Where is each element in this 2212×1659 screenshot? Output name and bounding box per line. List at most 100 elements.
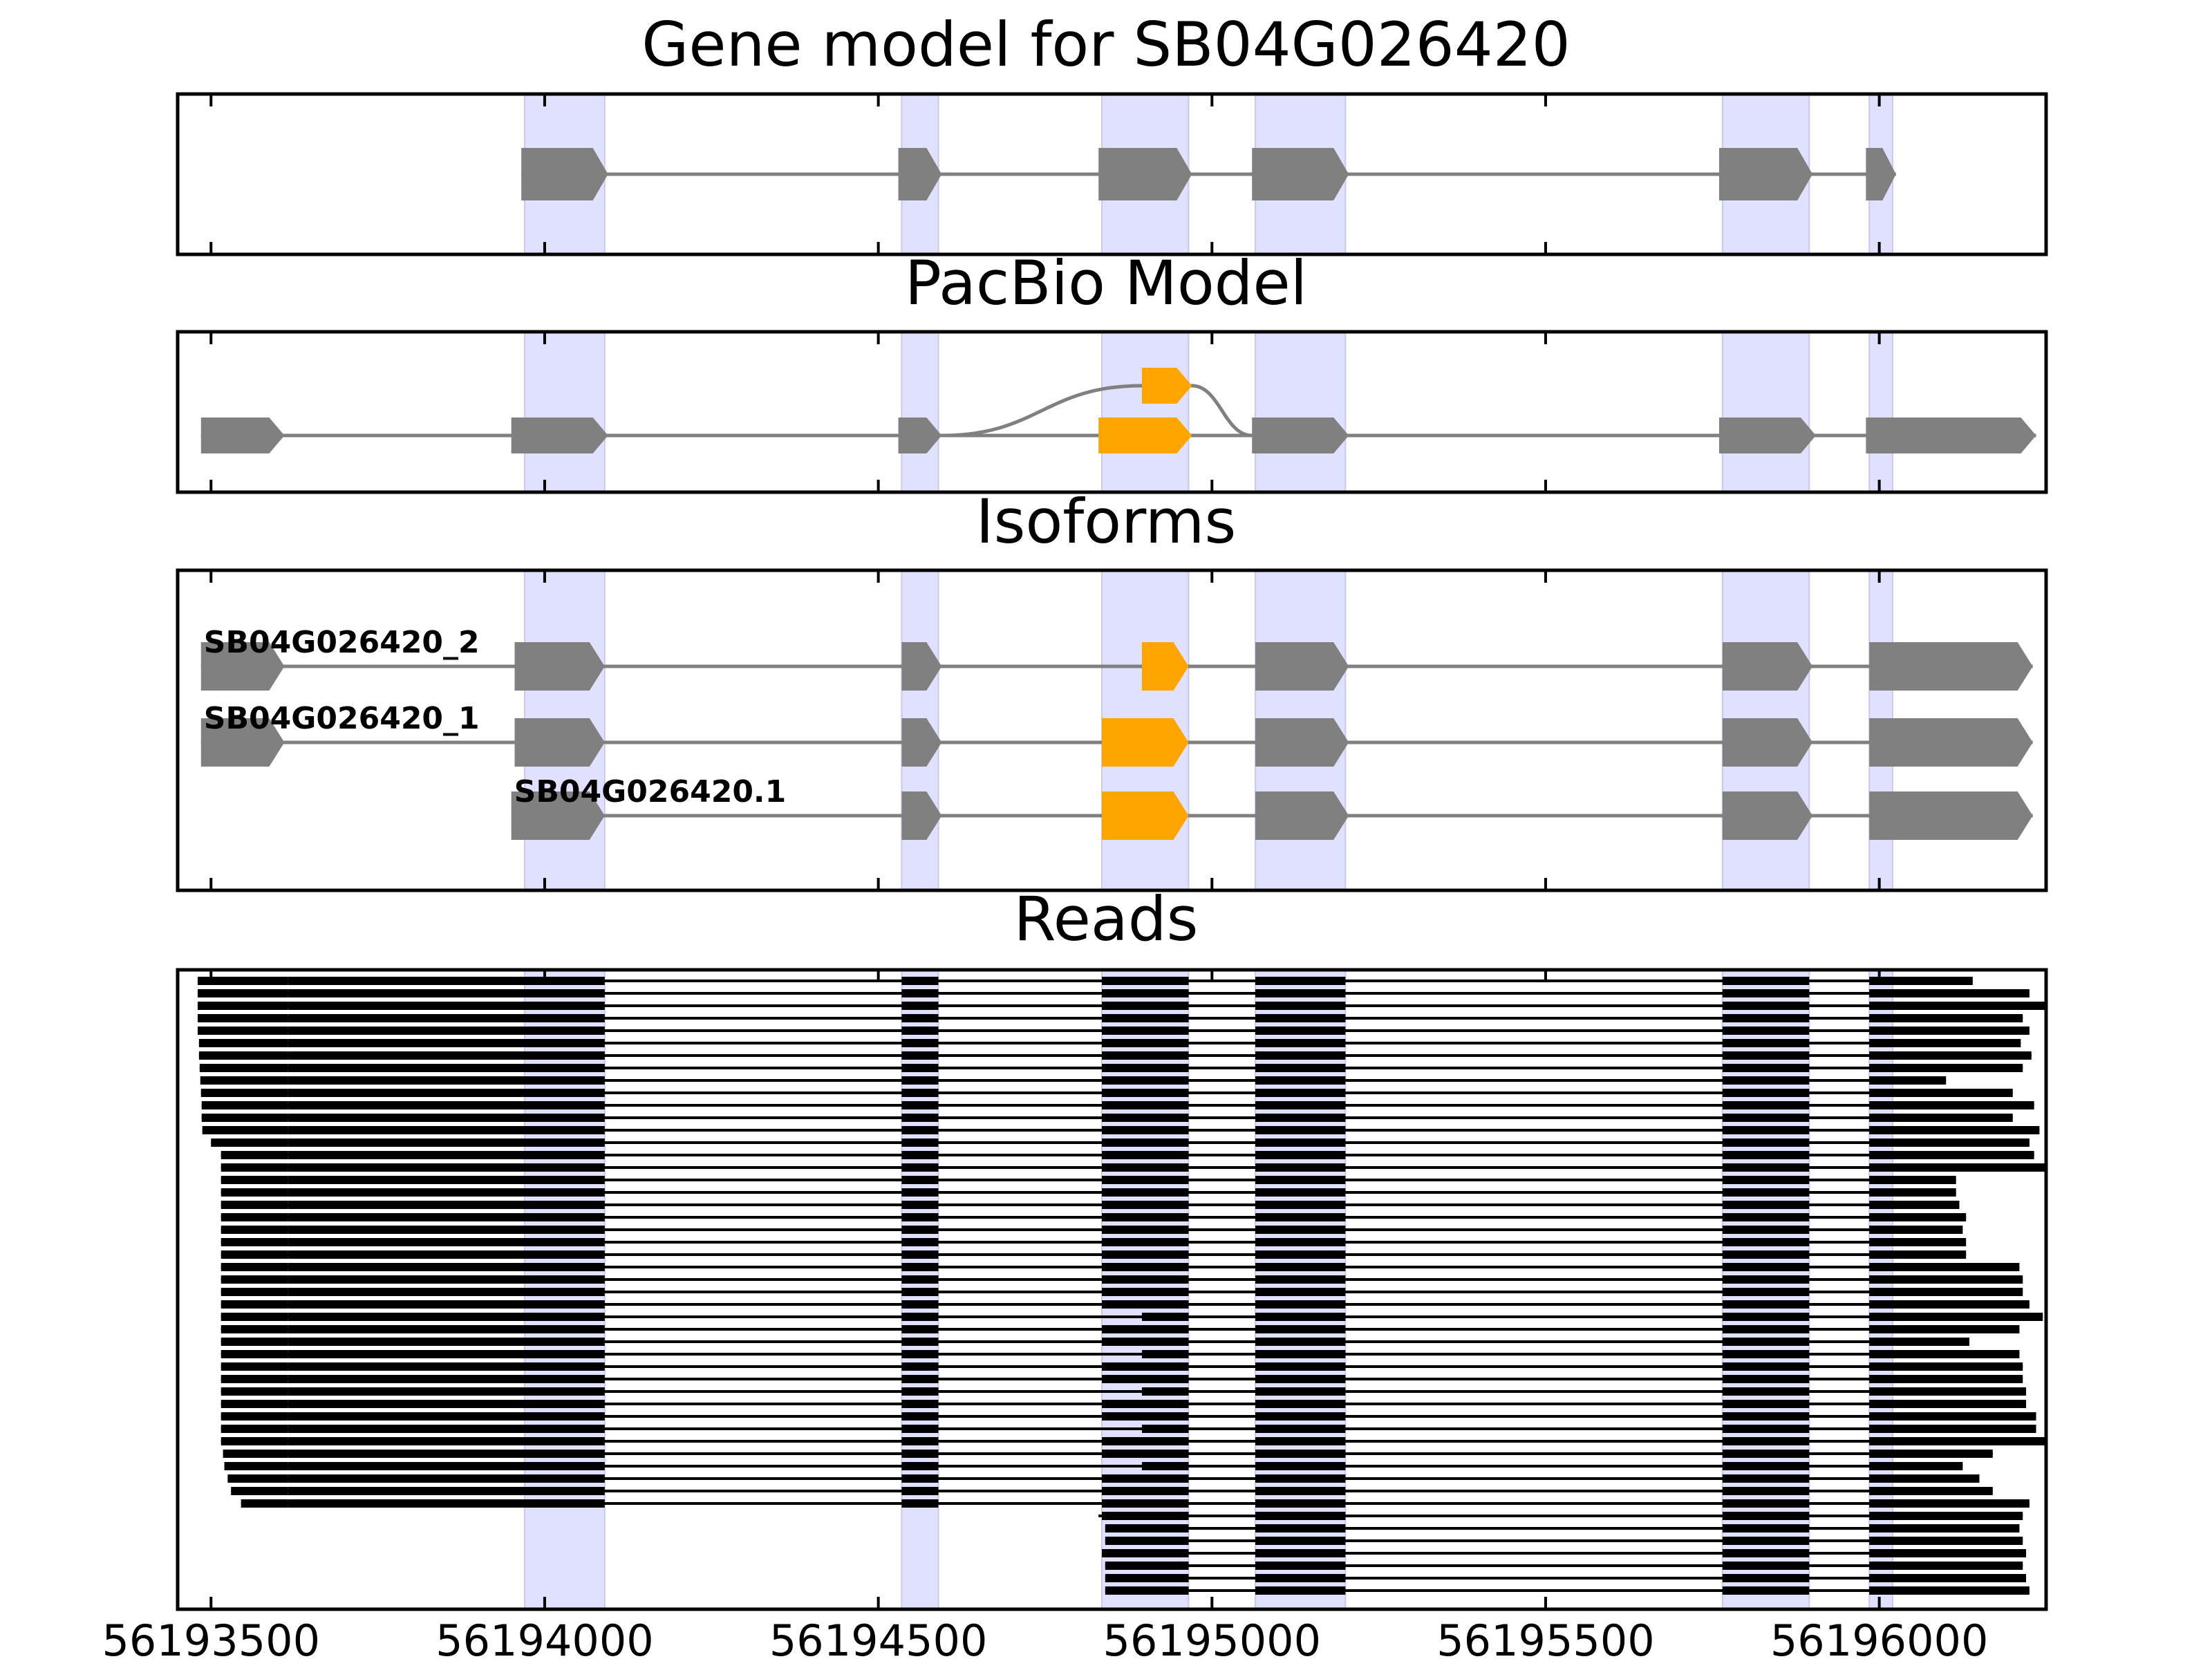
read-block (901, 1039, 939, 1047)
read-block (1722, 1400, 1810, 1408)
alt-exon-block (1141, 368, 1192, 404)
panel-frame-reads (176, 968, 2048, 1611)
exon-block (901, 791, 942, 840)
read-block (1102, 1474, 1189, 1483)
read-block (1102, 1375, 1189, 1383)
read-block (1255, 1325, 1346, 1333)
read-block (1255, 1126, 1346, 1134)
read-block (1255, 1462, 1346, 1470)
read-block (901, 1226, 939, 1234)
read-block (1255, 1250, 1346, 1259)
read-block (288, 1138, 605, 1147)
read-block (1869, 989, 2030, 997)
exon-block (1866, 148, 1896, 200)
read-block (197, 1014, 288, 1022)
read-block (901, 1462, 939, 1470)
read-block (1102, 1275, 1189, 1284)
read-block (221, 1400, 288, 1408)
read-block (1102, 1114, 1189, 1122)
read-block (901, 1101, 939, 1109)
read-block (221, 1375, 288, 1383)
read-block (1869, 1051, 2032, 1060)
read-block (288, 1250, 605, 1259)
read-block (1722, 1163, 1810, 1172)
read-block (198, 1039, 288, 1047)
exon-block (1722, 642, 1813, 691)
read-block (1722, 989, 1810, 997)
read-block (1722, 1574, 1810, 1582)
read-block (1255, 1064, 1346, 1072)
read-block (1255, 1051, 1346, 1060)
alt-exon-block (1098, 418, 1192, 453)
read-block (288, 1288, 605, 1296)
read-block (288, 1338, 605, 1346)
read-block (1722, 1188, 1810, 1197)
read-block (1255, 1487, 1346, 1495)
read-block (288, 1151, 605, 1159)
read-block (1869, 1188, 1956, 1197)
read-block (288, 1238, 605, 1246)
x-tick-label: 56195000 (1103, 1615, 1322, 1659)
read-block (1102, 1176, 1189, 1184)
read-block (1255, 1387, 1346, 1396)
read-block (1869, 1076, 1947, 1085)
read-block (1255, 1450, 1346, 1458)
frame-layer (176, 92, 2048, 1611)
read-block (1141, 1313, 1189, 1321)
read-block (1869, 1138, 2030, 1147)
read-block (288, 1176, 605, 1184)
highlight-band (1868, 331, 1893, 493)
read-block (1869, 1586, 2030, 1595)
read-block (1869, 1213, 1967, 1221)
panel-title-isoforms: Isoforms (976, 486, 1237, 557)
read-block (1102, 1089, 1189, 1097)
read-block (1869, 1537, 2023, 1545)
read-block (1102, 1437, 1189, 1445)
highlight-band (523, 331, 606, 493)
read-block (1255, 1263, 1346, 1271)
read-block (1869, 1288, 2023, 1296)
read-block (221, 1437, 288, 1445)
read-block (1722, 1586, 1810, 1595)
read-block (1255, 1313, 1346, 1321)
read-block (1722, 1201, 1810, 1209)
read-block (901, 1263, 939, 1271)
read-block (1722, 1562, 1810, 1570)
read-block (901, 1387, 939, 1396)
read-block (1722, 1250, 1810, 1259)
read-block (901, 1213, 939, 1221)
read-block (197, 977, 288, 985)
read-block (288, 1126, 605, 1134)
read-block (1102, 1487, 1189, 1495)
read-block (901, 1288, 939, 1296)
read-block (288, 1474, 605, 1483)
read-block (1722, 1350, 1810, 1358)
isoform-label: SB04G026420_1 (204, 701, 480, 736)
read-block (1255, 1163, 1346, 1172)
read-block (1102, 1039, 1189, 1047)
read-block (197, 989, 288, 997)
read-block (1722, 1101, 1810, 1109)
read-block (1102, 1338, 1189, 1346)
read-block (1102, 1027, 1189, 1035)
read-block (1102, 1188, 1189, 1197)
read-block (288, 1425, 605, 1433)
read-block (1102, 1213, 1189, 1221)
read-block (288, 1114, 605, 1122)
read-block (1722, 1213, 1810, 1221)
exon-block (1718, 418, 1816, 453)
read-block (1255, 1512, 1346, 1520)
exon-block (1098, 148, 1192, 200)
read-block (1255, 1027, 1346, 1035)
read-block (1869, 1549, 2027, 1557)
read-block (1722, 1300, 1810, 1309)
exon-block (1255, 642, 1349, 691)
read-block (1722, 1114, 1810, 1122)
read-block (1102, 1549, 1189, 1557)
read-block (1722, 1412, 1810, 1421)
read-block (1869, 1027, 2030, 1035)
read-block (901, 1313, 939, 1321)
read-block (1141, 1350, 1189, 1358)
read-block (1722, 1338, 1810, 1346)
read-block (231, 1487, 288, 1495)
